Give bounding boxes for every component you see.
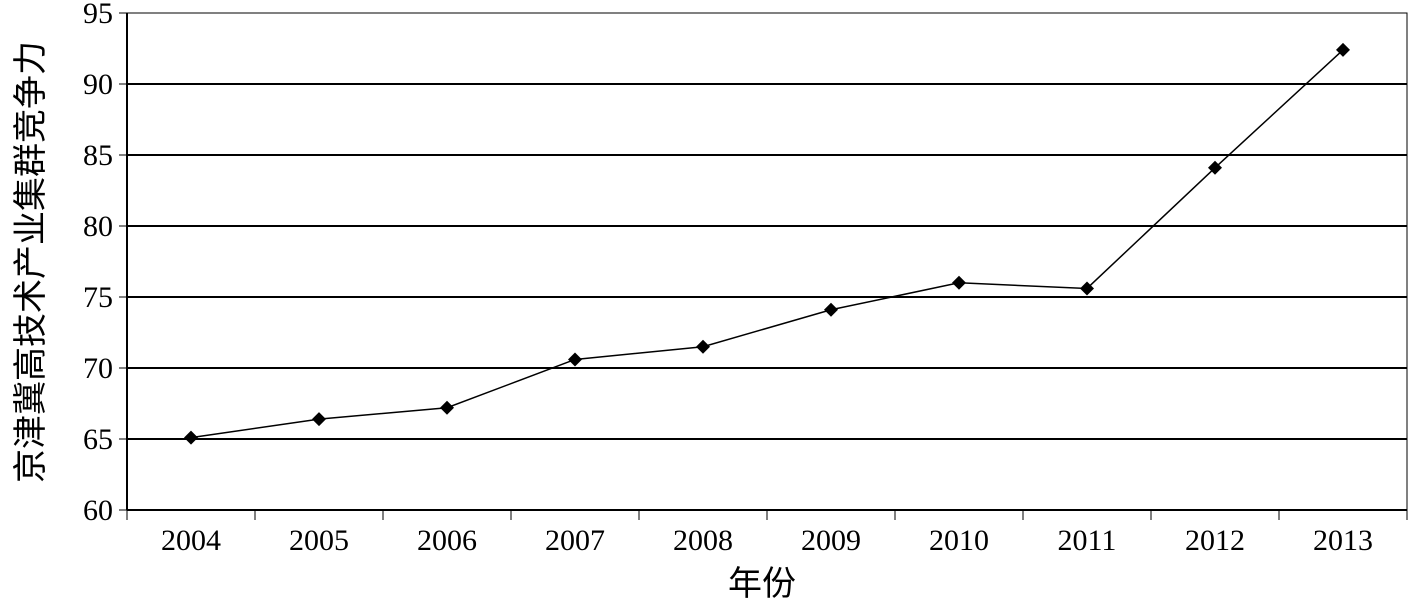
y-axis-title-group: 京津冀高技术产业集群竞争力 xyxy=(11,41,51,483)
x-tick-label: 2007 xyxy=(545,524,605,557)
data-point-2012 xyxy=(1208,160,1222,175)
y-axis-title: 京津冀高技术产业集群竞争力 xyxy=(11,41,51,483)
data-point-2008 xyxy=(696,339,710,354)
series xyxy=(184,42,1350,445)
y-tick-label: 60 xyxy=(83,494,113,527)
x-tick-label: 2006 xyxy=(417,524,477,557)
data-point-2005 xyxy=(312,412,326,427)
x-tick-label: 2012 xyxy=(1185,524,1245,557)
y-tick-label: 75 xyxy=(83,281,113,314)
x-tick-label: 2011 xyxy=(1058,524,1117,557)
data-point-2006 xyxy=(440,400,454,415)
x-tick-label: 2004 xyxy=(161,524,221,557)
x-tick-label: 2005 xyxy=(289,524,349,557)
data-point-2010 xyxy=(952,275,966,290)
data-point-2011 xyxy=(1080,281,1094,296)
y-tick-label: 65 xyxy=(83,423,113,456)
x-tick-label: 2010 xyxy=(929,524,989,557)
x-tick-label: 2013 xyxy=(1313,524,1373,557)
y-tick-label: 85 xyxy=(83,139,113,172)
x-axis-title: 年份 xyxy=(728,564,796,604)
y-tick-label: 70 xyxy=(83,352,113,385)
plot-area-frame xyxy=(126,12,1408,511)
x-tick-label: 2008 xyxy=(673,524,733,557)
axes: 60 65 70 75 80 85 90 95 2004 2005 2006 2007 2008 2009… xyxy=(83,0,1408,557)
y-tick-label: 80 xyxy=(83,210,113,243)
data-point-2007 xyxy=(568,352,582,367)
gridlines xyxy=(127,83,1407,440)
y-tick-label: 95 xyxy=(83,0,113,30)
y-tick-label: 90 xyxy=(83,68,113,101)
x-tick-label: 2009 xyxy=(801,524,861,557)
series-line xyxy=(190,49,1344,439)
data-point-2009 xyxy=(824,302,838,317)
data-point-2013 xyxy=(1336,42,1350,57)
data-point-2004 xyxy=(184,430,198,445)
